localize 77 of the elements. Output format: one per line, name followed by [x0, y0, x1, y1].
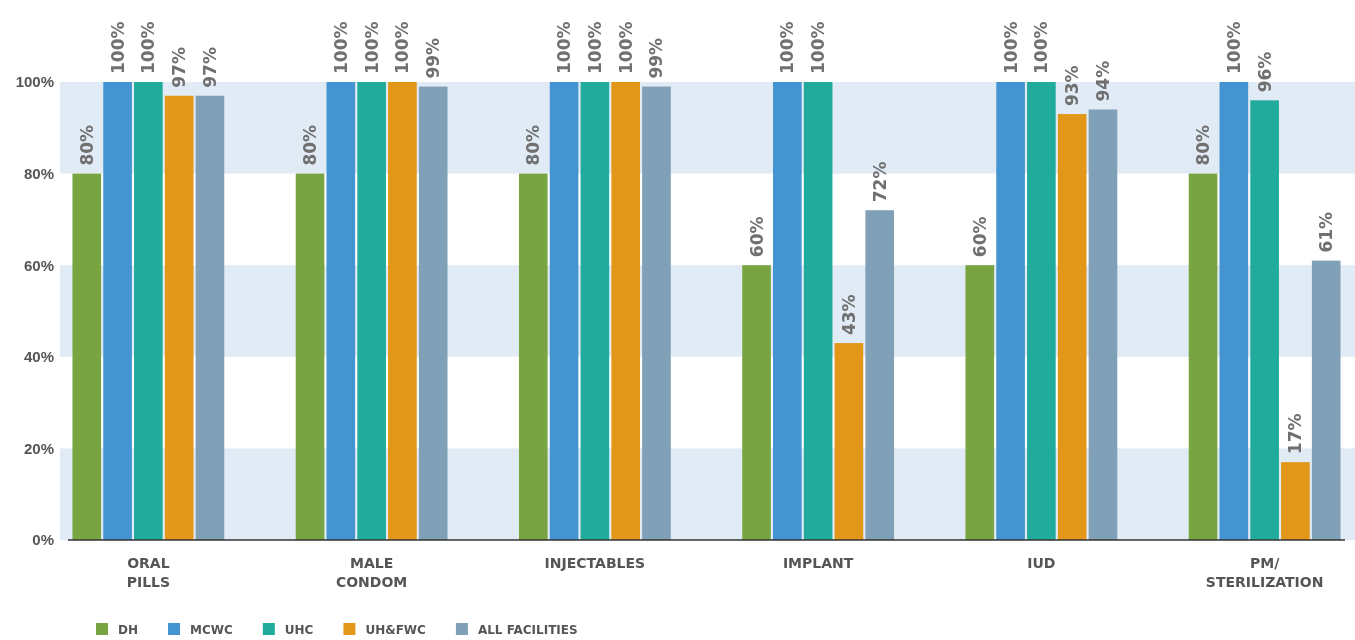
bar [1250, 100, 1279, 540]
y-tick-label: 100% [15, 73, 54, 91]
data-label: 100% [584, 21, 605, 74]
data-label: 80% [76, 124, 97, 166]
data-label: 80% [300, 124, 321, 166]
bar [1188, 173, 1218, 540]
data-label: 99% [646, 37, 667, 79]
bar [803, 82, 833, 540]
data-label: 99% [423, 37, 444, 79]
legend-label: UH&FWC [365, 623, 427, 637]
y-tick-label: 60% [23, 256, 54, 274]
bar [134, 82, 163, 540]
data-label: 61% [1316, 211, 1337, 253]
data-label: 100% [392, 21, 413, 74]
x-tick-label: IUD [1027, 555, 1056, 571]
bar [195, 95, 225, 540]
bar [834, 343, 864, 540]
bar [418, 86, 448, 540]
data-label: 97% [169, 47, 190, 88]
data-label: 100% [554, 21, 575, 74]
y-tick-label: 80% [23, 164, 54, 182]
data-label: 17% [1285, 413, 1306, 455]
bar [549, 82, 579, 540]
bar [773, 82, 802, 540]
bar [611, 82, 640, 540]
data-label: 60% [969, 216, 990, 258]
data-label: 100% [330, 21, 351, 74]
data-label: 72% [869, 161, 890, 203]
x-tick-label: ORAL PILLS [126, 555, 171, 590]
x-tick-label: INJECTABLES [544, 555, 646, 571]
bar [1311, 260, 1341, 540]
data-label: 100% [1223, 21, 1244, 74]
legend-label: ALL FACILITIES [477, 623, 578, 637]
bar [642, 86, 671, 540]
bar [1281, 462, 1310, 540]
bar [103, 82, 132, 540]
y-tick-label: 20% [23, 439, 54, 457]
data-label: 60% [746, 216, 767, 258]
bar [742, 265, 771, 540]
data-label: 100% [615, 21, 636, 74]
bar [1219, 82, 1249, 540]
bar [326, 82, 356, 540]
bar [164, 95, 194, 540]
data-label: 97% [199, 47, 220, 88]
data-label: 100% [808, 21, 829, 74]
bar [72, 173, 102, 540]
legend-label: MCWC [190, 623, 233, 637]
x-tick-label: IMPLANT [782, 555, 854, 571]
bar [295, 173, 325, 540]
data-label: 100% [361, 21, 382, 74]
bar [865, 210, 895, 540]
bar [1088, 109, 1118, 540]
bar [996, 82, 1025, 540]
data-label: 100% [777, 21, 798, 74]
data-label: 94% [1092, 60, 1113, 102]
bar [357, 82, 386, 540]
bar [1057, 114, 1087, 540]
y-tick-label: 40% [23, 348, 54, 366]
data-label: 100% [1000, 21, 1021, 74]
bar [580, 82, 610, 540]
x-tick-label: MALE CONDOM [335, 555, 408, 590]
y-tick-label: 0% [32, 531, 54, 549]
data-label: 80% [523, 124, 544, 166]
bar [518, 173, 548, 540]
bar [388, 82, 417, 540]
legend-label: UHC [284, 623, 314, 637]
data-label: 100% [138, 21, 159, 74]
legend-label: DH [118, 623, 139, 637]
data-label: 96% [1254, 51, 1275, 93]
data-label: 100% [1031, 21, 1052, 74]
bar [1027, 82, 1056, 540]
x-tick-label: PM/ STERILIZATION [1205, 555, 1324, 590]
data-label: 100% [107, 21, 128, 74]
data-label: 43% [838, 294, 859, 336]
bar [965, 265, 995, 540]
data-label: 93% [1062, 65, 1083, 107]
data-label: 80% [1193, 124, 1214, 166]
